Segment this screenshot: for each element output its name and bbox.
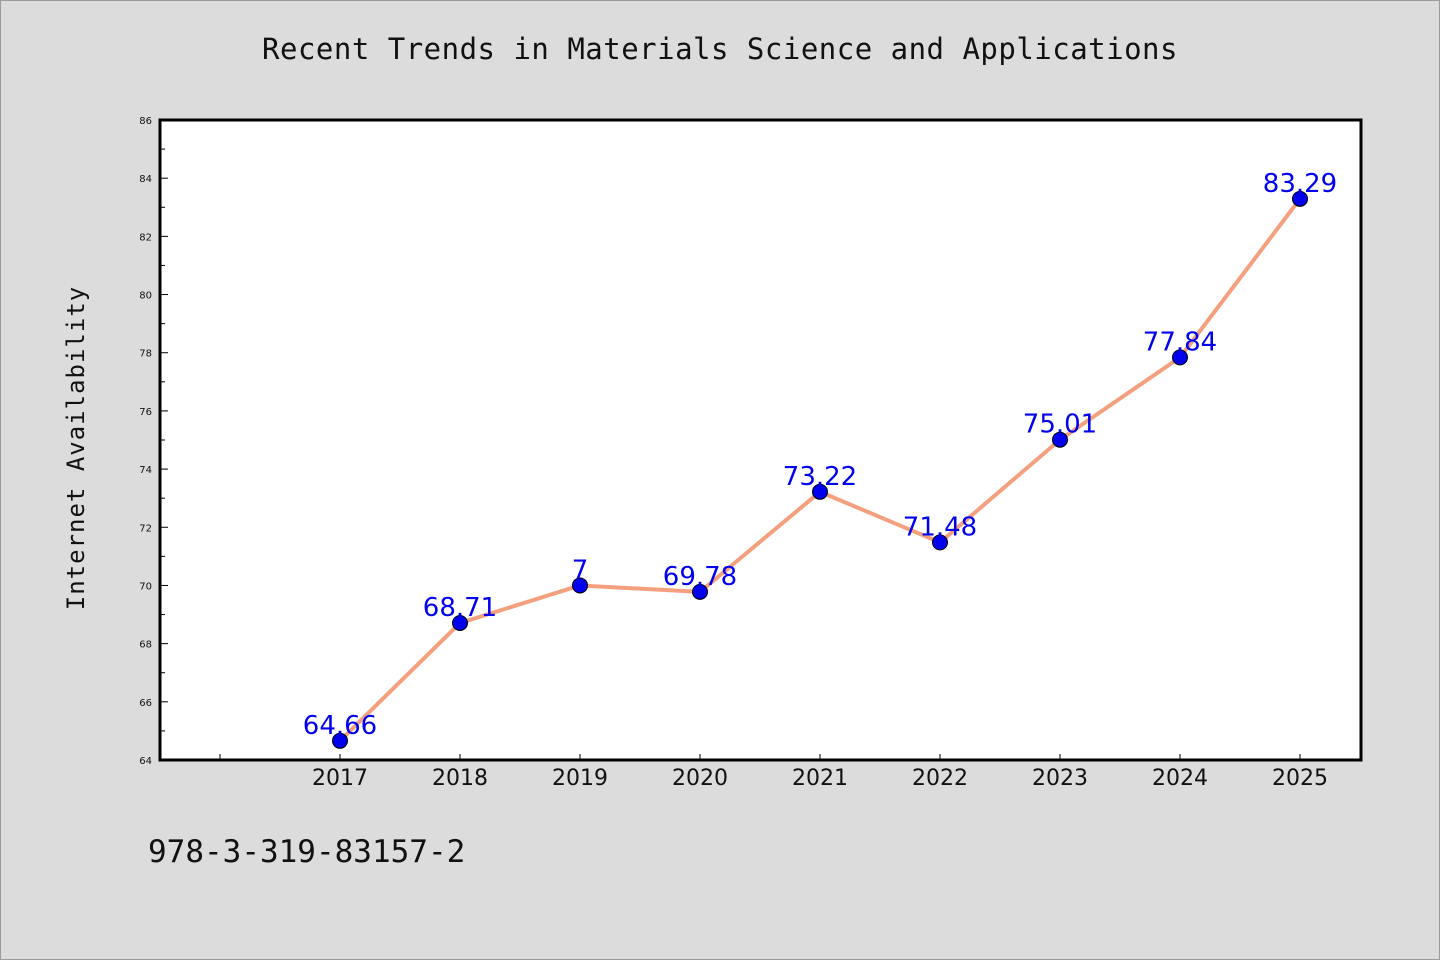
data-point — [932, 534, 948, 551]
y-tick-label: 74 — [139, 465, 152, 476]
x-tick-label: 2024 — [1152, 766, 1208, 791]
y-tick-label: 78 — [139, 349, 152, 360]
x-tick-label: 2020 — [672, 766, 728, 791]
data-point — [452, 614, 468, 631]
y-tick-label: 70 — [139, 581, 152, 592]
data-point — [1052, 431, 1068, 448]
x-tick-label: 2025 — [1272, 766, 1328, 791]
y-tick-label: 86 — [139, 116, 152, 127]
y-tick-label: 68 — [139, 640, 152, 651]
y-tick-label: 72 — [139, 523, 152, 534]
x-tick-label: 2022 — [912, 766, 968, 791]
data-label: 77.84 — [1143, 327, 1217, 357]
data-label: 83.29 — [1263, 169, 1337, 199]
data-label: 69.78 — [663, 562, 737, 592]
x-tick-label: 2017 — [312, 766, 368, 791]
data-point — [1292, 190, 1308, 207]
data-point — [332, 732, 348, 749]
plot-frame — [158, 118, 1363, 762]
y-tick-label: 66 — [139, 698, 152, 709]
x-tick-label: 2019 — [552, 766, 608, 791]
y-tick-label: 84 — [139, 174, 152, 185]
y-tick-label: 64 — [139, 756, 152, 767]
x-tick-label: 2018 — [432, 766, 488, 791]
data-label: 73.22 — [783, 462, 857, 492]
data-label: 68.71 — [423, 593, 497, 623]
data-point — [572, 577, 588, 594]
footer-code: 978-3-319-83157-2 — [148, 834, 466, 870]
chart-title: Recent Trends in Materials Science and A… — [262, 32, 1178, 66]
y-tick-label: 76 — [139, 407, 152, 418]
y-tick-label: 80 — [139, 291, 152, 302]
data-point — [1172, 349, 1188, 366]
data-point — [692, 583, 708, 600]
data-label: 71.48 — [903, 512, 977, 542]
data-label: 64.66 — [303, 711, 377, 741]
data-label: 75.01 — [1023, 410, 1097, 440]
data-point — [812, 483, 828, 500]
data-label: 7 — [572, 555, 589, 585]
x-tick-label: 2021 — [792, 766, 848, 791]
plot-area — [160, 120, 1361, 760]
x-tick-label: 2023 — [1032, 766, 1088, 791]
y-tick-label: 82 — [139, 232, 152, 243]
